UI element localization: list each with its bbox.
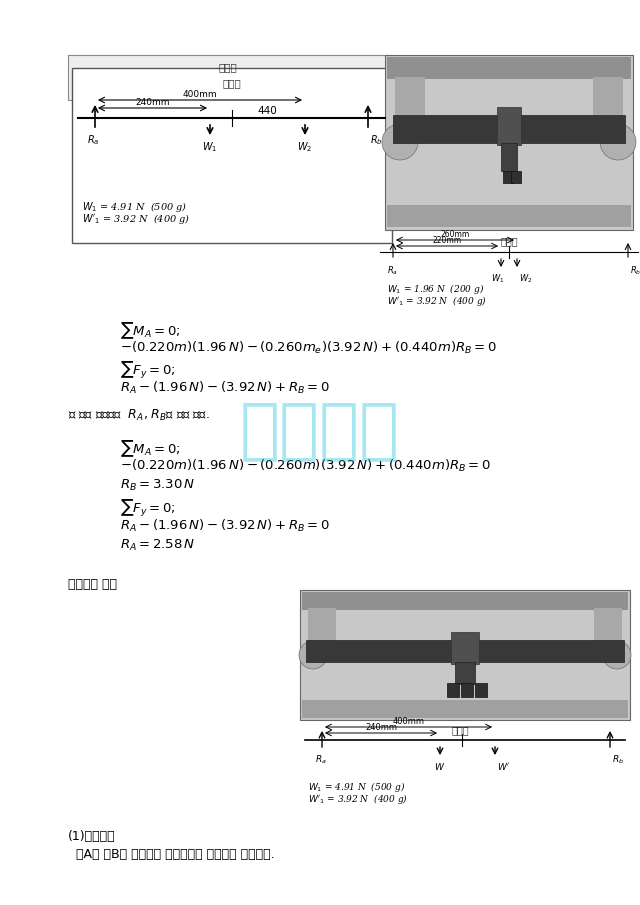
Bar [68,55,388,100]
Bar [302,700,628,718]
Text: $W'_1$ = 3.92 N  (400 g): $W'_1$ = 3.92 N (400 g) [387,294,487,308]
Bar [447,683,459,697]
Bar [385,55,633,230]
Text: $R_B=3.30\,N$: $R_B=3.30\,N$ [120,478,195,493]
Bar [308,608,336,653]
Bar [511,171,521,183]
Text: $R_a$: $R_a$ [387,264,399,277]
Text: 400mm: 400mm [182,90,218,99]
Bar [461,683,473,697]
Text: $\sum M_A = 0;$: $\sum M_A = 0;$ [120,320,180,340]
Text: 220mm: 220mm [433,236,461,245]
Text: 240mm: 240mm [365,723,397,732]
Bar [387,205,631,227]
Text: $W_1$ = 4.91 N  (500 g): $W_1$ = 4.91 N (500 g) [82,200,188,214]
Bar [455,662,475,684]
Text: $W_2$: $W_2$ [298,140,312,154]
Text: $R_a$: $R_a$ [87,133,99,147]
Text: $\sum F_y = 0;$: $\sum F_y = 0;$ [120,498,175,519]
Bar [593,77,623,132]
Text: 미리보기: 미리보기 [240,397,400,463]
Bar [395,77,425,132]
Text: $R_A-(1.96\,N)-(3.92\,N)+R_B=0$: $R_A-(1.96\,N)-(3.92\,N)+R_B=0$ [120,518,330,534]
Bar [475,683,487,697]
Text: 260mm: 260mm [440,230,470,239]
Text: $\sum M_A = 0;$: $\sum M_A = 0;$ [120,438,180,459]
Bar [497,107,521,145]
Text: $R_A-(1.96\,N)-(3.92\,N)+R_B=0$: $R_A-(1.96\,N)-(3.92\,N)+R_B=0$ [120,380,330,396]
Bar [306,640,624,662]
Text: 절단면: 절단면 [223,78,241,88]
Bar [594,608,622,653]
Text: $-(0.220m)(1.96\,N)-(0.260m)(3.92\,N)+(0.440m)R_B=0$: $-(0.220m)(1.96\,N)-(0.260m)(3.92\,N)+(0… [120,458,491,474]
Text: 절단면: 절단면 [500,236,518,246]
Text: $R_b$: $R_b$ [630,264,640,277]
Text: $W'_1$ = 3.92 N  (400 g): $W'_1$ = 3.92 N (400 g) [82,212,190,226]
Bar [451,632,479,664]
Text: $R_b$: $R_b$ [370,133,383,147]
Text: 240mm: 240mm [135,98,170,107]
Text: $W_1$ = 4.91 N  (500 g): $W_1$ = 4.91 N (500 g) [308,780,405,794]
Text: $\sum F_y = 0;$: $\sum F_y = 0;$ [120,360,175,381]
Text: $W_1$: $W_1$ [492,272,505,284]
Text: 점A와 점B을 기준으로 각각에서의 모멘트를 계산한다.: 점A와 점B을 기준으로 각각에서의 모멘트를 계산한다. [68,848,275,861]
Text: $W_2$: $W_2$ [519,272,532,284]
Text: (1)계산과정: (1)계산과정 [68,830,116,843]
Bar [503,171,513,183]
Text: $R_A=2.58\,N$: $R_A=2.58\,N$ [120,538,195,553]
Bar [302,592,628,610]
Text: 절단면: 절단면 [219,62,237,72]
Text: $W$: $W$ [435,761,445,772]
Text: $W'_1$ = 3.92 N  (400 g): $W'_1$ = 3.92 N (400 g) [308,792,408,806]
Text: $R_b$: $R_b$ [612,753,624,766]
Text: $-(0.220m)(1.96\,N)-(0.260m_e)(3.92\,N)+(0.440m)R_B=0$: $-(0.220m)(1.96\,N)-(0.260m_e)(3.92\,N)+… [120,340,497,356]
Text: 절단면: 절단면 [451,725,469,735]
Circle shape [382,124,418,160]
Circle shape [600,124,636,160]
Bar [300,590,630,720]
Text: $W'$: $W'$ [497,761,510,772]
Bar [72,68,392,243]
Text: 전단력의 상쁨: 전단력의 상쁨 [68,578,117,591]
Text: $R_a$: $R_a$ [315,753,327,766]
Text: 440: 440 [258,106,277,116]
Circle shape [603,641,631,669]
Bar [393,115,625,143]
Text: 위 식을 이용하여  $R_A$, $R_B$를 구해 보면.: 위 식을 이용하여 $R_A$, $R_B$를 구해 보면. [68,408,210,424]
Text: $W_1$ = 1.96 N  (200 g): $W_1$ = 1.96 N (200 g) [387,282,484,296]
Text: $W_1$: $W_1$ [202,140,218,154]
Bar [387,57,631,79]
Text: 400mm: 400mm [392,717,424,726]
Bar [501,143,517,171]
Circle shape [299,641,327,669]
